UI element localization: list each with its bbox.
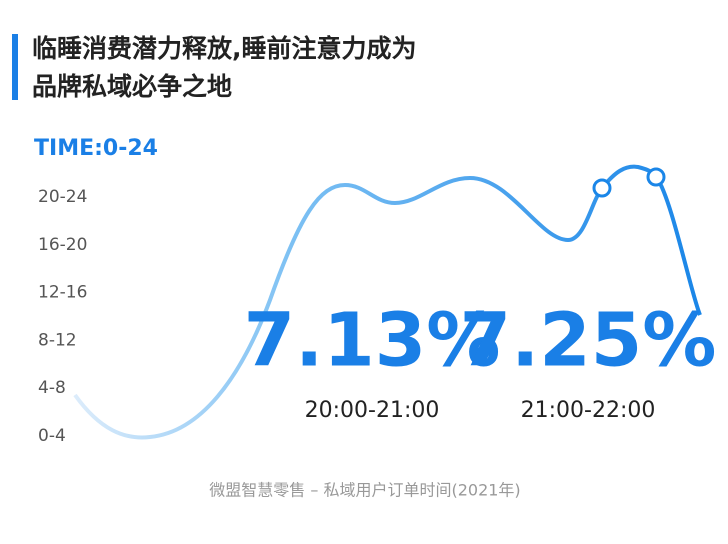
title-line: 品牌私域必争之地 — [32, 72, 232, 101]
axis-label: 20-24 — [38, 187, 87, 207]
title-line: 临睡消费潜力释放,睡前注意力成为 — [32, 34, 417, 63]
axis-label: 16-20 — [38, 235, 87, 255]
highlight-value: 7.25% — [460, 298, 717, 384]
highlight-period: 20:00-21:00 — [305, 398, 440, 423]
axis-label: 4-8 — [38, 378, 66, 398]
axis-title: TIME:0-24 — [34, 136, 158, 161]
axis-label: 8-12 — [38, 330, 77, 350]
highlight-period: 21:00-22:00 — [521, 398, 656, 423]
highlight-value: 7.13% — [244, 298, 501, 384]
source: 微盟智慧零售 – 私域用户订单时间(2021年) — [209, 481, 520, 500]
trend-curve — [73, 164, 702, 440]
axis-label: 0-4 — [38, 426, 66, 446]
accent-bar — [12, 34, 18, 100]
axis-label: 12-16 — [38, 283, 87, 303]
curve-marker — [646, 167, 666, 187]
curve-marker — [592, 178, 612, 198]
